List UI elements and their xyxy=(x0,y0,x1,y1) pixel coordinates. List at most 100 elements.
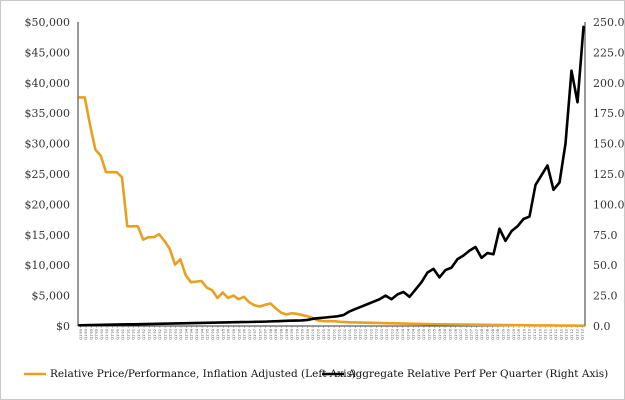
x-tick-label: Q1'10 xyxy=(538,328,542,339)
x-tick-label: Q1'89 xyxy=(79,328,83,339)
x-tick-label: Q1'91 xyxy=(126,329,130,340)
x-tick-label: Q1'04 xyxy=(406,328,410,339)
x-tick-label: Q1'98 xyxy=(274,328,278,339)
x-tick-label: Q1'97 xyxy=(264,329,268,340)
x-tick-label: Q1'08 xyxy=(496,328,500,339)
x-tick-label: Q1'94 xyxy=(195,328,199,339)
x-tick-label: Q1'10 xyxy=(522,328,526,339)
x-tick-label: Q1'94 xyxy=(190,328,194,339)
x-tick-label: Q1'96 xyxy=(232,328,236,339)
x-tick-label: Q1'00 xyxy=(322,328,326,339)
x-tick-label: Q1'05 xyxy=(427,329,431,340)
x-tick-label: Q1'90 xyxy=(105,328,109,339)
legend-label: Aggregate Relative Perf Per Quarter (Rig… xyxy=(347,368,608,380)
price-performance-line xyxy=(78,96,585,327)
x-tick-label: Q1'03 xyxy=(390,329,394,340)
x-tick-label: Q1'90 xyxy=(111,328,115,339)
x-tick-label: Q1'12 xyxy=(581,329,585,340)
left-tick-label: $0 xyxy=(56,320,70,333)
left-tick-label: $40,000 xyxy=(25,77,71,90)
x-tick-label: Q1'93 xyxy=(179,329,183,340)
left-tick-label: $5,000 xyxy=(32,290,71,303)
x-tick-label: Q1'95 xyxy=(221,329,225,340)
x-tick-label: Q1'06 xyxy=(449,328,453,339)
x-tick-label: Q1'89 xyxy=(89,328,93,339)
x-tick-label: Q1'95 xyxy=(211,329,215,340)
x-tick-label: Q1'91 xyxy=(121,329,125,340)
left-tick-label: $15,000 xyxy=(25,229,71,242)
x-tick-label: Q1'05 xyxy=(422,329,426,340)
x-tick-label: Q1'07 xyxy=(470,329,474,340)
x-tick-label: Q1'01 xyxy=(332,329,336,340)
x-tick-label: Q1'95 xyxy=(216,329,220,340)
left-tick-label: $30,000 xyxy=(25,138,71,151)
x-tick-label: Q1'93 xyxy=(169,329,173,340)
x-tick-label: Q1'02 xyxy=(369,329,373,340)
x-tick-label: Q1'12 xyxy=(565,329,569,340)
x-tick-label: Q1'01 xyxy=(338,329,342,340)
x-tick-label: Q1'10 xyxy=(528,328,532,339)
x-tick-label: Q1'04 xyxy=(396,328,400,339)
left-tick-label: $50,000 xyxy=(25,16,71,29)
x-tick-label: Q1'12 xyxy=(570,329,574,340)
x-tick-label: Q1'06 xyxy=(443,328,447,339)
x-tick-label: Q1'06 xyxy=(454,328,458,339)
x-tick-label: Q1'07 xyxy=(475,329,479,340)
right-tick-label: 100.0 xyxy=(593,198,625,211)
x-tick-label: Q1'94 xyxy=(200,328,204,339)
x-tick-label: Q1'96 xyxy=(237,328,241,339)
legend-item-aggregate-perf: Aggregate Relative Perf Per Quarter (Rig… xyxy=(322,368,608,380)
x-tick-label: Q1'09 xyxy=(507,328,511,339)
x-tick-label: Q1'05 xyxy=(433,329,437,340)
x-tick-label: Q1'08 xyxy=(485,328,489,339)
right-tick-label: 75.0 xyxy=(593,229,618,242)
x-tick-label: Q1'94 xyxy=(184,328,188,339)
x-tick-label: Q1'89 xyxy=(95,328,99,339)
right-tick-label: 175.0 xyxy=(593,107,625,120)
aggregate-perf-line xyxy=(78,25,585,327)
x-tick-label: Q1'11 xyxy=(559,329,563,340)
x-tick-label: Q1'09 xyxy=(501,328,505,339)
x-tick-label: Q1'04 xyxy=(401,328,405,339)
x-tick-label: Q1'00 xyxy=(316,328,320,339)
x-tick-label: Q1'92 xyxy=(153,329,157,340)
x-tick-label: Q1'08 xyxy=(480,328,484,339)
left-tick-label: $10,000 xyxy=(25,259,71,272)
x-tick-label: Q1'98 xyxy=(285,328,289,339)
x-tick-label: Q1'02 xyxy=(364,329,368,340)
x-tick-label: Q1'05 xyxy=(417,329,421,340)
x-tick-label: Q1'93 xyxy=(174,329,178,340)
x-tick-label: Q1'03 xyxy=(375,329,379,340)
right-tick-label: 150.0 xyxy=(593,138,625,151)
x-tick-label: Q1'92 xyxy=(158,329,162,340)
x-tick-label: Q1'09 xyxy=(517,328,521,339)
x-tick-label: Q1'91 xyxy=(132,329,136,340)
x-tick-label: Q1'96 xyxy=(227,328,231,339)
x-tick-label: Q1'98 xyxy=(280,328,284,339)
x-tick-label: Q1'02 xyxy=(359,329,363,340)
x-tick-label: Q1'06 xyxy=(438,328,442,339)
left-tick-label: $45,000 xyxy=(25,46,71,59)
x-tick-label: Q1'03 xyxy=(380,329,384,340)
x-tick-label: Q1'97 xyxy=(253,329,257,340)
right-tick-label: 125.0 xyxy=(593,168,625,181)
x-tick-label: Q1'07 xyxy=(459,329,463,340)
right-tick-label: 250.0 xyxy=(593,16,625,29)
x-tick-label: Q1'97 xyxy=(248,329,252,340)
right-tick-label: 0.0 xyxy=(593,320,611,333)
x-tick-label: Q1'93 xyxy=(163,329,167,340)
x-tick-label: Q1'92 xyxy=(147,329,151,340)
x-tick-label: Q1'09 xyxy=(512,328,516,339)
x-tick-label: Q1'04 xyxy=(412,328,416,339)
x-tick-label: Q1'97 xyxy=(258,329,262,340)
x-tick-label: Q1'99 xyxy=(301,328,305,339)
x-tick-label: Q1'99 xyxy=(306,328,310,339)
x-tick-label: Q1'01 xyxy=(343,329,347,340)
x-tick-label: Q1'07 xyxy=(464,329,468,340)
left-tick-label: $20,000 xyxy=(25,198,71,211)
right-tick-label: 225.0 xyxy=(593,46,625,59)
x-tick-label: Q1'11 xyxy=(554,329,558,340)
x-tick-label: Q1'02 xyxy=(353,329,357,340)
